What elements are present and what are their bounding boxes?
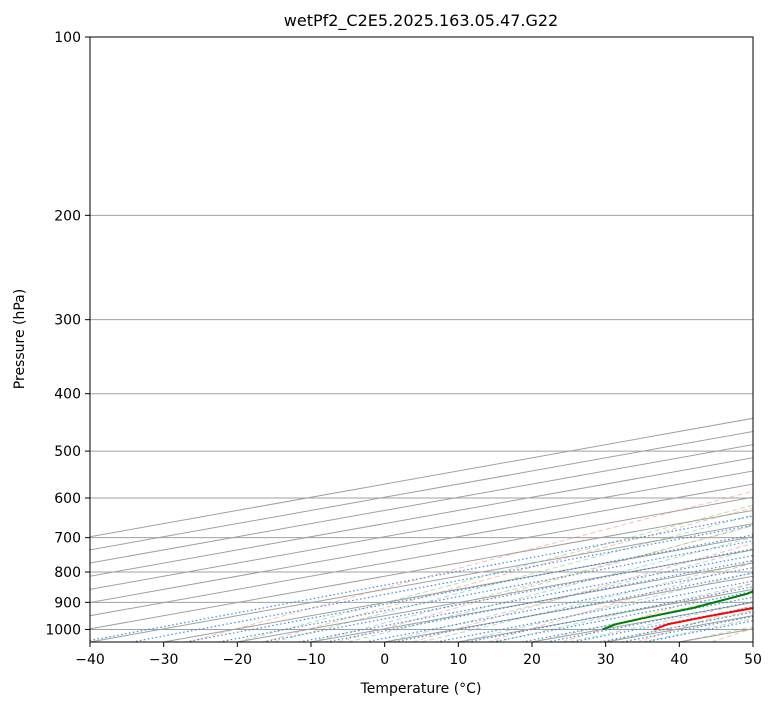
isotherm-line	[90, 496, 753, 617]
y-tick-label: 900	[54, 595, 81, 611]
x-tick-label: 50	[744, 652, 762, 668]
y-axis-label: Pressure (hPa)	[12, 289, 28, 389]
isotherm-line	[752, 641, 753, 642]
dry-adiabat-line	[263, 507, 753, 642]
y-tick-label: 700	[54, 531, 81, 547]
mixing-ratio-line	[325, 559, 753, 642]
x-axis: −40 −30 −20 −10 0 10 20 30 40 50	[75, 642, 762, 668]
y-tick-label: 400	[54, 387, 81, 403]
plot-frame	[89, 36, 754, 643]
y-tick-label: 200	[54, 208, 81, 224]
y-tick-label: 300	[54, 313, 81, 329]
isotherm-line	[90, 430, 753, 551]
y-tick-label: 800	[54, 565, 81, 581]
y-tick-label: 1000	[45, 622, 81, 638]
dry-adiabat-line	[412, 542, 753, 642]
x-axis-label: Temperature (°C)	[360, 681, 482, 697]
mixing-ratio-line	[436, 580, 753, 642]
x-tick-label: 20	[523, 652, 541, 668]
isotherm-line	[90, 457, 753, 577]
isotherm-label: 40	[769, 614, 775, 634]
mixing-ratio-line	[572, 606, 753, 642]
moist-adiabat-line	[421, 560, 753, 642]
isotherm-line	[90, 444, 753, 564]
isotherm-line	[679, 628, 753, 642]
background-lines	[90, 37, 753, 642]
x-tick-label: 10	[449, 652, 467, 668]
isotherm-line	[163, 536, 753, 642]
x-tick-label: 40	[670, 652, 688, 668]
y-tick-label: 600	[54, 491, 81, 507]
mixing-ratio-line	[131, 524, 753, 642]
isotherm-line	[90, 509, 753, 630]
dry-adiabat-line	[338, 524, 753, 642]
moist-adiabat-line	[274, 514, 753, 642]
mixing-ratio-line	[394, 572, 753, 642]
mixing-ratio-line	[521, 596, 753, 642]
moist-adiabat-line	[310, 525, 753, 642]
moist-adiabat-line	[495, 582, 753, 642]
isotherm-line	[90, 417, 753, 538]
chart-title: wetPf2_C2E5.2025.163.05.47.G22	[284, 11, 558, 31]
y-axis: 100 200 300 400 500 600 700 800 900 1000	[45, 30, 90, 638]
dry-adiabat-line	[188, 490, 753, 642]
dry-adiabat-line	[487, 562, 753, 642]
moist-adiabat-line	[237, 504, 753, 642]
moist-adiabat-line	[458, 572, 753, 642]
isotherm-line	[237, 549, 753, 642]
moist-adiabat-line	[679, 626, 753, 642]
y-tick-label: 500	[54, 444, 81, 460]
x-tick-label: −20	[223, 652, 253, 668]
isotherm-line	[605, 615, 753, 642]
mixing-ratio-line	[299, 554, 753, 642]
x-tick-label: −10	[296, 652, 326, 668]
x-tick-label: −40	[75, 652, 105, 668]
moist-adiabat-line	[642, 618, 753, 642]
mixing-ratio-line	[365, 567, 753, 642]
isotherm-line	[90, 523, 753, 642]
x-tick-label: 0	[380, 652, 389, 668]
isotherm-line	[310, 562, 753, 642]
moist-adiabat-line	[347, 536, 753, 642]
y-tick-label: 100	[54, 30, 81, 46]
x-tick-label: 30	[597, 652, 615, 668]
moist-adiabat-line	[605, 610, 753, 642]
mixing-ratio-line	[185, 534, 753, 642]
isotherm-line	[90, 470, 753, 590]
x-tick-label: −30	[149, 652, 179, 668]
isotherm-line	[90, 483, 753, 604]
